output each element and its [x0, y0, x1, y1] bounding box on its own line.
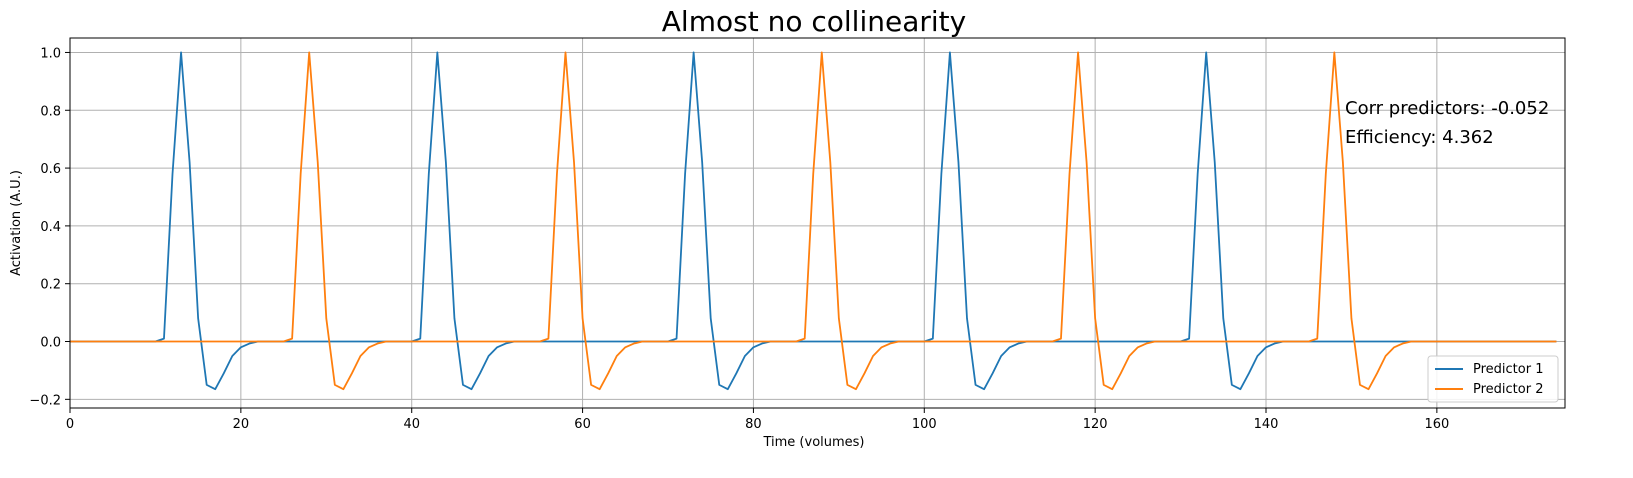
legend: Predictor 1 Predictor 2 [1427, 355, 1559, 403]
annotation-efficiency: Efficiency: 4.362 [1345, 127, 1494, 148]
y-tick-label: −0.2 [29, 393, 61, 408]
grid-lines [69, 38, 1565, 408]
legend-box [1427, 355, 1559, 403]
series-lines [70, 51, 1557, 391]
x-tick-label: 20 [233, 417, 250, 432]
x-tick-label: 140 [1254, 417, 1279, 432]
x-tick-label: 40 [403, 417, 420, 432]
x-tick-label: 100 [912, 417, 937, 432]
y-tick-label: 0.0 [40, 336, 61, 351]
y-tick-label: 0.8 [40, 104, 61, 119]
x-axis-label: Time (volumes) [762, 435, 864, 450]
x-tick-label: 80 [745, 417, 762, 432]
x-tick-label: 0 [66, 417, 74, 432]
y-tick-label: 1.0 [40, 46, 61, 61]
chart-title: Almost no collinearity [662, 5, 966, 38]
annotation-correlation: Corr predictors: -0.052 [1345, 98, 1549, 119]
y-axis-ticks: −0.2 0.0 0.2 0.4 0.6 0.8 1.0 [29, 46, 70, 408]
y-axis-label: Activation (A.U.) [9, 170, 24, 276]
plot-frame [69, 37, 1566, 409]
x-tick-label: 120 [1083, 417, 1108, 432]
x-axis-ticks: 0 20 40 60 80 100 120 140 160 [66, 408, 1449, 432]
y-tick-label: 0.4 [40, 220, 61, 235]
series-line-predictor-2 [70, 51, 1557, 391]
legend-label-predictor-2: Predictor 2 [1473, 382, 1543, 397]
y-tick-label: 0.6 [40, 162, 61, 177]
x-tick-label: 60 [574, 417, 591, 432]
legend-label-predictor-1: Predictor 1 [1473, 362, 1543, 377]
y-tick-label: 0.2 [40, 278, 61, 293]
x-tick-label: 160 [1424, 417, 1449, 432]
